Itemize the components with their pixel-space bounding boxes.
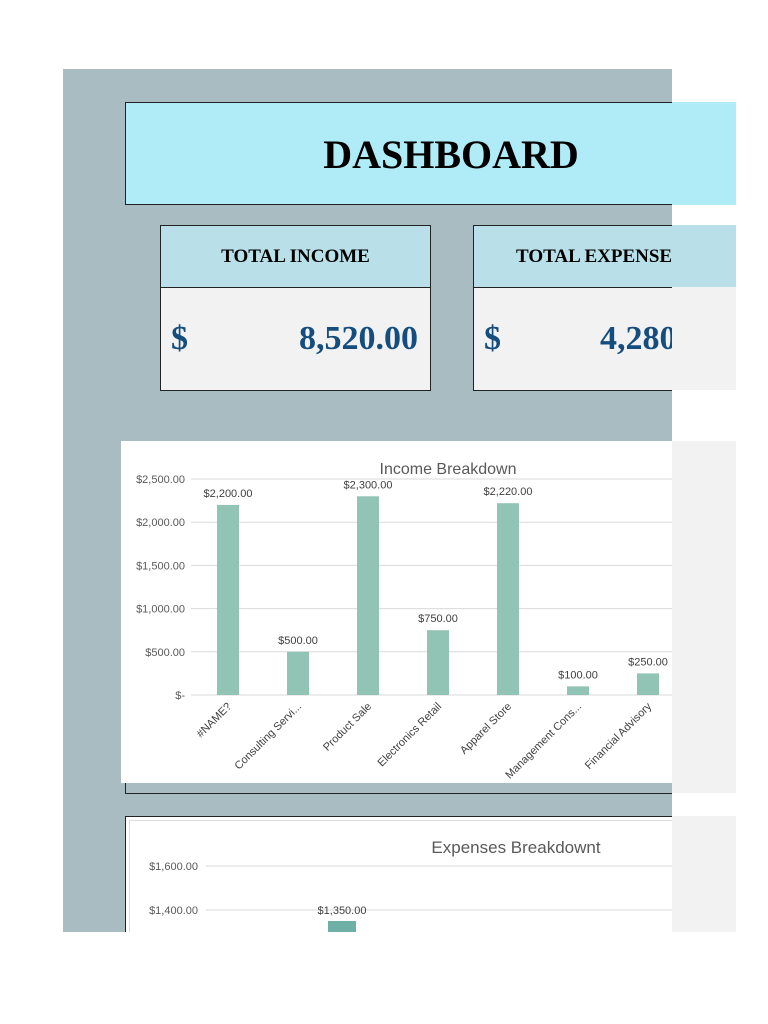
y-tick-label: $2,500.00 — [136, 474, 185, 486]
data-label: $2,300.00 — [344, 479, 393, 491]
bar — [217, 504, 239, 695]
total-income-value: 8,520.00 — [299, 320, 418, 357]
card-label: TOTAL INCOME — [161, 226, 430, 288]
y-tick-label: $1,000.00 — [136, 604, 185, 616]
y-tick-label: $- — [175, 690, 185, 702]
title-box: DASHBOARD — [125, 102, 672, 205]
y-tick-label: $1,400.00 — [149, 905, 198, 917]
card-label: TOTAL EXPENSES — [474, 226, 672, 288]
y-tick-label: $2,000.00 — [136, 517, 185, 529]
total-income-card: TOTAL INCOME $ 8,520.00 — [160, 225, 431, 391]
bar — [427, 630, 449, 695]
x-tick-label: Electronics Retail — [376, 701, 445, 770]
bar — [497, 503, 519, 695]
x-tick-label: Consulting Servi... — [233, 701, 305, 773]
x-tick-label: Apparel Store — [458, 701, 514, 757]
currency-symbol: $ — [484, 320, 501, 357]
expense-chart-overflow — [672, 816, 736, 932]
data-label: $100.00 — [558, 669, 598, 681]
x-tick-label: Management Cons... — [503, 701, 584, 782]
income-chart-svg: Income Breakdown $- $500.00 $1,000.00 $1,50… — [136, 461, 672, 782]
bar — [328, 921, 356, 932]
x-tick-label: #NAME? — [195, 701, 235, 741]
bar — [567, 686, 589, 695]
data-label: $750.00 — [418, 613, 458, 625]
data-label: $2,220.00 — [484, 486, 533, 498]
title-overflow — [672, 102, 736, 205]
data-label: $1,350.00 — [318, 905, 367, 917]
expense-card-body-overflow — [672, 287, 736, 390]
bar — [637, 673, 659, 695]
y-tick-label: $1,600.00 — [149, 861, 198, 873]
y-tick-label: $500.00 — [145, 647, 185, 659]
currency-symbol: $ — [171, 320, 188, 357]
total-expenses-card: TOTAL EXPENSES $ 4,280.00 — [473, 225, 672, 391]
expense-card-head-overflow — [672, 225, 736, 287]
chart-title: Income Breakdown — [380, 461, 517, 478]
x-tick-label: Financial Advisory — [583, 700, 655, 772]
dashboard-panel: DASHBOARD TOTAL INCOME $ 8,520.00 TOTAL … — [63, 69, 672, 932]
x-tick-label: Product Sale — [321, 701, 374, 754]
bar — [287, 651, 309, 695]
expense-chart[interactable]: Expenses Breakdownt $1,400.00 $1,600.00 $1… — [125, 816, 672, 932]
total-expenses-value: 4,280.00 — [600, 320, 672, 357]
page-title: DASHBOARD — [323, 132, 579, 177]
expense-chart-svg: Expenses Breakdownt $1,400.00 $1,600.00 $1… — [129, 820, 672, 932]
chart-title: Expenses Breakdownt — [431, 838, 600, 857]
bar — [357, 496, 379, 695]
y-tick-label: $1,500.00 — [136, 560, 185, 572]
data-label: $500.00 — [278, 635, 318, 647]
data-label: $250.00 — [628, 656, 668, 668]
income-chart-overflow — [672, 441, 736, 793]
data-label: $2,200.00 — [204, 488, 253, 500]
income-chart[interactable]: Income Breakdown $- $500.00 $1,000.00 $1,50… — [121, 441, 672, 783]
